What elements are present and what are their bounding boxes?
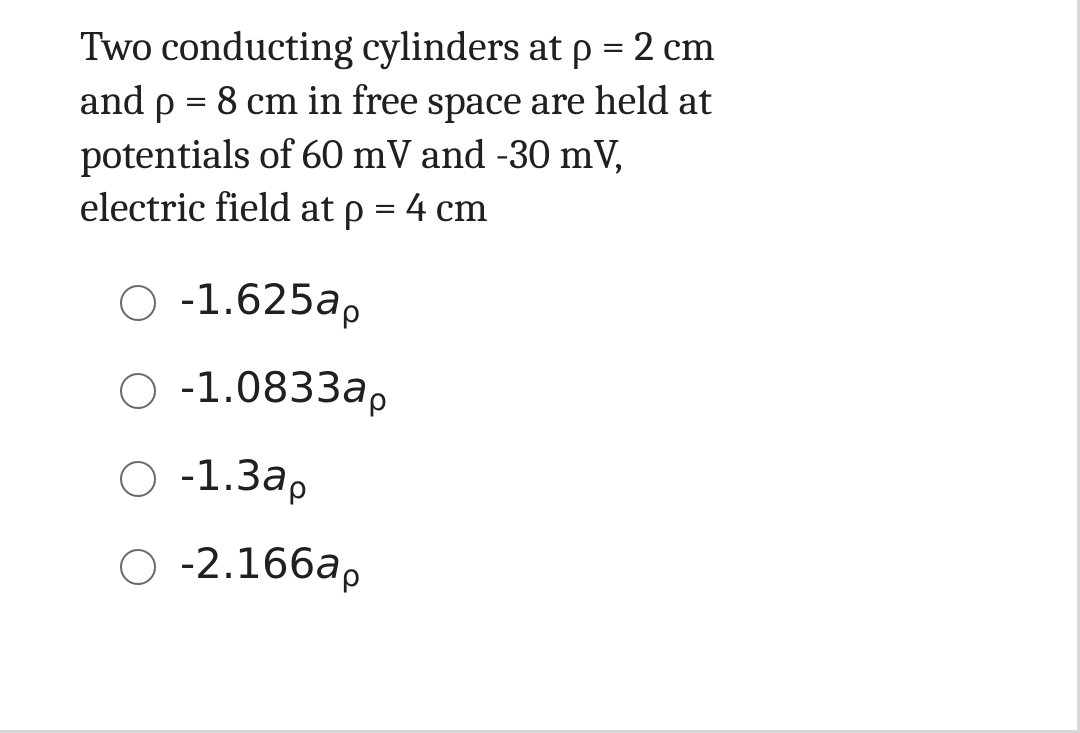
option-3-unit-sub: ρ <box>288 471 307 506</box>
option-2-unit-main: a <box>342 363 368 412</box>
option-1-coeff: -1.625 <box>180 275 315 324</box>
question-line-1: Two conducting cylinders at ρ = 2 cm <box>80 22 715 71</box>
option-4-unit-main: a <box>315 539 341 588</box>
question-line-2: and ρ = 8 cm in free space are held at <box>80 76 712 125</box>
question-line-3: potentials of 60 mV and -30 mV, <box>80 130 623 179</box>
option-2[interactable]: -1.0833aρ <box>120 367 1017 409</box>
option-2-unit-sub: ρ <box>368 383 387 418</box>
question-stem: Two conducting cylinders at ρ = 2 cm and… <box>80 20 1017 235</box>
option-1-label: -1.625aρ <box>180 279 360 321</box>
option-1-unit-sub: ρ <box>341 295 360 330</box>
option-4[interactable]: -2.166aρ <box>120 543 1017 585</box>
radio-icon <box>120 549 156 585</box>
option-4-label: -2.166aρ <box>180 543 360 585</box>
radio-icon <box>120 285 156 321</box>
options-group: -1.625aρ -1.0833aρ -1.3aρ -2.166aρ <box>80 279 1017 585</box>
option-1[interactable]: -1.625aρ <box>120 279 1017 321</box>
option-3-unit-main: a <box>262 451 288 500</box>
radio-icon <box>120 461 156 497</box>
option-2-coeff: -1.0833 <box>180 363 342 412</box>
option-3-coeff: -1.3 <box>180 451 262 500</box>
option-3[interactable]: -1.3aρ <box>120 455 1017 497</box>
question-line-4: electric field at ρ = 4 cm <box>80 183 488 232</box>
option-2-label: -1.0833aρ <box>180 367 387 409</box>
option-4-coeff: -2.166 <box>180 539 315 588</box>
option-1-unit-main: a <box>315 275 341 324</box>
option-4-unit-sub: ρ <box>341 559 360 594</box>
radio-icon <box>120 373 156 409</box>
option-3-label: -1.3aρ <box>180 455 307 497</box>
